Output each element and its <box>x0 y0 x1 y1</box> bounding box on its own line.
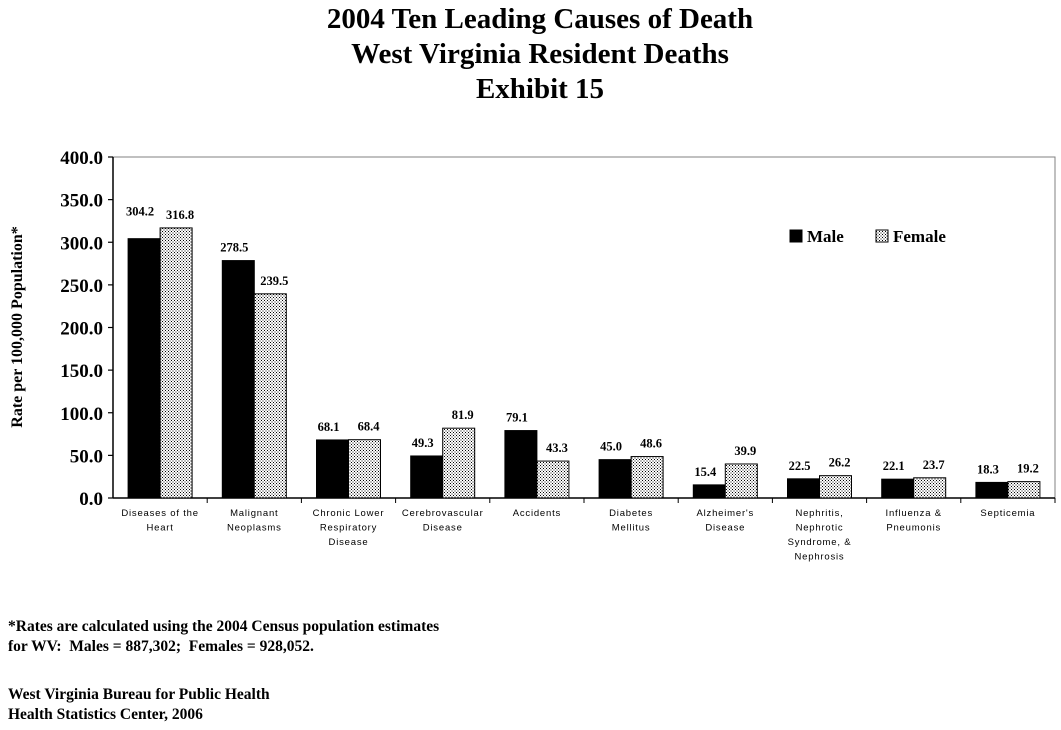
data-label-female: 26.2 <box>829 456 851 470</box>
bar-male <box>975 481 1009 499</box>
source-line-1: West Virginia Bureau for Public Health <box>8 686 270 703</box>
legend-label-female: Female <box>893 227 946 246</box>
bar-female <box>630 456 664 499</box>
y-tick-label: 350.0 <box>60 191 103 212</box>
y-tick-label: 0.0 <box>79 489 103 510</box>
y-tick-label: 150.0 <box>60 361 103 382</box>
data-label-male: 49.3 <box>412 436 434 450</box>
x-category-label: Diseases of the <box>121 508 198 519</box>
footnote-line-1: *Rates are calculated using the 2004 Cen… <box>8 618 440 635</box>
data-label-female: 81.9 <box>452 408 474 422</box>
y-tick-label: 50.0 <box>70 446 103 467</box>
legend-swatch-male <box>789 229 803 243</box>
bar-female <box>913 477 947 499</box>
y-axis-title: Rate per 100,000 Population* <box>9 226 26 427</box>
data-label-female: 239.5 <box>260 274 288 288</box>
footnote-line-2: for WV: Males = 887,302; Females = 928,0… <box>8 638 314 655</box>
x-category-label: Nephrosis <box>795 552 845 563</box>
bar-male <box>316 439 349 499</box>
y-tick-label: 400.0 <box>60 148 103 169</box>
bar-female <box>724 463 758 499</box>
bar-male <box>692 484 726 499</box>
bar-male <box>881 478 915 499</box>
x-category-label: Influenza & <box>886 508 942 519</box>
chart-title: 2004 Ten Leading Causes of Death West Vi… <box>0 2 1061 107</box>
bar-chart: 0.0 50.0 100.0 150.0 200.0 250.0 300.0 350.0 400… <box>9 148 1056 563</box>
legend-swatch-female <box>875 229 889 243</box>
x-category-label: Accidents <box>513 508 561 519</box>
data-label-female: 48.6 <box>640 437 662 451</box>
x-category-label: Nephrotic <box>796 523 844 534</box>
data-label-female: 43.3 <box>546 441 568 455</box>
bar-female <box>536 460 570 499</box>
data-label-female: 39.9 <box>734 444 756 458</box>
x-category-label: Nephritis, <box>795 508 843 519</box>
bar-female <box>348 439 381 499</box>
x-category-label: Disease <box>329 537 369 548</box>
data-label-male: 304.2 <box>126 205 154 219</box>
title-line-3: Exhibit 15 <box>475 73 605 105</box>
data-label-male: 22.1 <box>883 459 905 473</box>
bar-male <box>127 238 161 499</box>
bar-female <box>1007 481 1041 499</box>
x-category-label: Heart <box>146 523 173 534</box>
x-category-label: Chronic Lower <box>313 508 385 519</box>
y-tick-label: 200.0 <box>60 319 103 340</box>
bar-female <box>159 227 193 499</box>
x-category-label: Malignant <box>230 508 278 519</box>
bar-male <box>410 455 444 499</box>
data-label-male: 15.4 <box>694 465 717 479</box>
bar-male <box>504 430 538 499</box>
data-label-female: 23.7 <box>923 458 945 472</box>
x-category-label: Septicemia <box>980 508 1035 519</box>
x-category-label: Pneumonis <box>886 523 941 534</box>
data-label-male: 68.1 <box>318 420 340 434</box>
y-tick-label: 300.0 <box>60 233 103 254</box>
footnote: *Rates are calculated using the 2004 Cen… <box>8 617 439 657</box>
x-category-label: Diabetes <box>609 508 653 519</box>
bar-female <box>442 427 476 499</box>
y-tick-label: 250.0 <box>60 276 103 297</box>
x-category-label: Neoplasms <box>227 523 282 534</box>
bar-male <box>221 260 255 499</box>
data-label-male: 79.1 <box>506 411 528 425</box>
x-category-label: Alzheimer's <box>696 508 754 519</box>
x-category-label: Disease <box>705 523 745 534</box>
x-category-label: Cerebrovascular <box>402 508 484 519</box>
data-label-female: 316.8 <box>166 208 194 222</box>
x-category-label: Respiratory <box>320 523 377 534</box>
x-category-label: Syndrome, & <box>788 537 852 548</box>
data-label-male: 278.5 <box>220 241 248 255</box>
title-line-2: West Virginia Resident Deaths <box>351 38 729 70</box>
data-label-male: 45.0 <box>600 440 622 454</box>
legend-label-male: Male <box>807 227 844 246</box>
data-label-female: 68.4 <box>358 420 381 434</box>
source-line-2: Health Statistics Center, 2006 <box>8 706 203 723</box>
bar-male <box>787 478 820 499</box>
source-note: West Virginia Bureau for Public Health H… <box>8 685 270 725</box>
x-category-label: Mellitus <box>612 523 651 534</box>
plot-area: 0.0 50.0 100.0 150.0 200.0 250.0 300.0 350.0 400… <box>9 148 1056 563</box>
title-line-1: 2004 Ten Leading Causes of Death <box>326 3 754 35</box>
data-label-female: 19.2 <box>1017 462 1039 476</box>
bar-female <box>253 293 287 499</box>
bar-female <box>819 475 852 499</box>
y-tick-label: 100.0 <box>60 404 103 425</box>
x-category-label: Disease <box>423 523 463 534</box>
bar-male <box>598 459 632 499</box>
data-label-male: 22.5 <box>789 459 811 473</box>
data-label-male: 18.3 <box>977 462 999 476</box>
